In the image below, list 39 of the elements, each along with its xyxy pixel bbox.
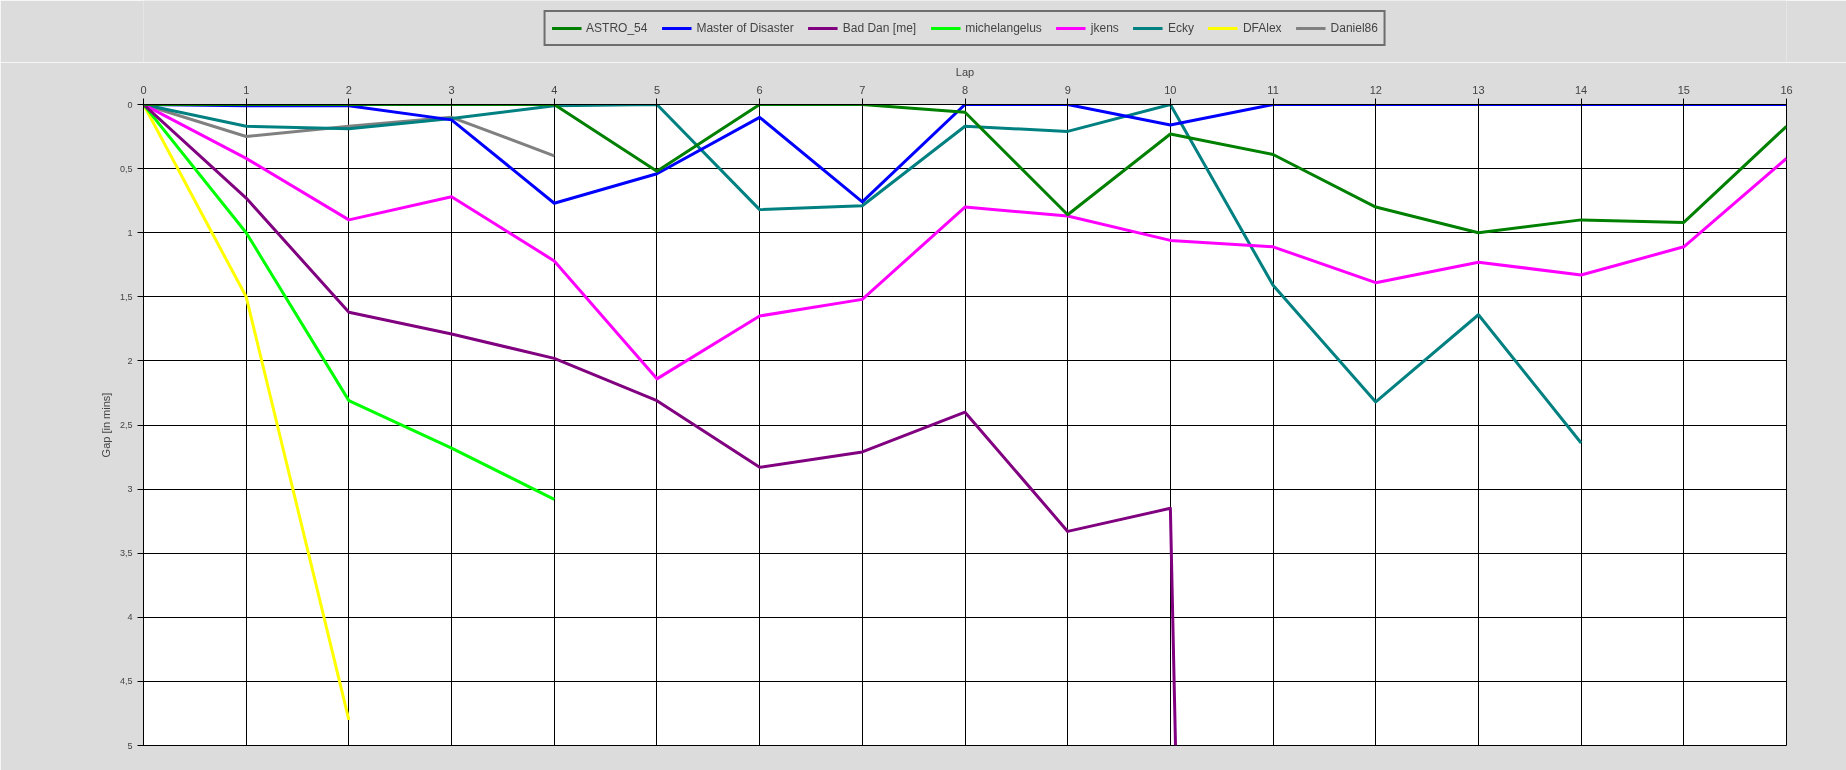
y-axis-title: Gap [in mins] (99, 392, 112, 458)
y-tick-label: 2 (127, 355, 133, 366)
x-tick-label: 12 (1369, 83, 1382, 96)
x-tick-label: 8 (961, 83, 969, 96)
x-tick-label: 11 (1267, 83, 1279, 96)
x-axis-title: Lap (955, 65, 975, 78)
y-tick-label: 4,5 (119, 676, 133, 687)
y-tick-label: 0,5 (119, 163, 133, 174)
legend-label: michelangelus (965, 21, 1042, 35)
x-tick-label: 16 (1780, 83, 1793, 96)
x-tick-label: 3 (448, 83, 455, 96)
x-tick-label: 10 (1164, 83, 1177, 96)
line-series (143, 104, 556, 501)
legend-label: jkens (1090, 21, 1119, 35)
y-tick-label: 1 (127, 227, 133, 238)
x-tick-label: 13 (1472, 83, 1485, 96)
legend-label: Ecky (1167, 21, 1194, 35)
x-tick-label: 0 (140, 83, 147, 96)
x-tick-label: 6 (756, 83, 763, 96)
y-tick-label: 5 (127, 740, 133, 751)
legend-label: ASTRO_54 (586, 21, 648, 35)
legend-label: Master of Disaster (696, 21, 794, 35)
y-tick-label: 2,5 (119, 420, 133, 430)
x-tick-label: 9 (1064, 83, 1071, 96)
x-tick-label: 7 (859, 83, 866, 96)
y-tick-label: 4 (127, 612, 133, 623)
y-tick-label: 1,5 (119, 291, 133, 302)
x-tick-label: 5 (653, 83, 660, 96)
x-tick-label: 4 (551, 83, 558, 96)
x-tick-label: 2 (345, 83, 352, 96)
legend-label: Bad Dan [me] (842, 21, 917, 35)
legend-label: Daniel86 (1330, 21, 1378, 35)
x-tick-label: 14 (1575, 83, 1588, 96)
y-tick-label: 3 (127, 484, 133, 495)
legend-label: DFAlex (1242, 21, 1282, 35)
y-tick-label: 0 (127, 99, 133, 110)
x-tick-label: 15 (1677, 83, 1690, 96)
y-tick-label: 3,5 (119, 548, 133, 559)
x-tick-label: 1 (243, 83, 250, 96)
